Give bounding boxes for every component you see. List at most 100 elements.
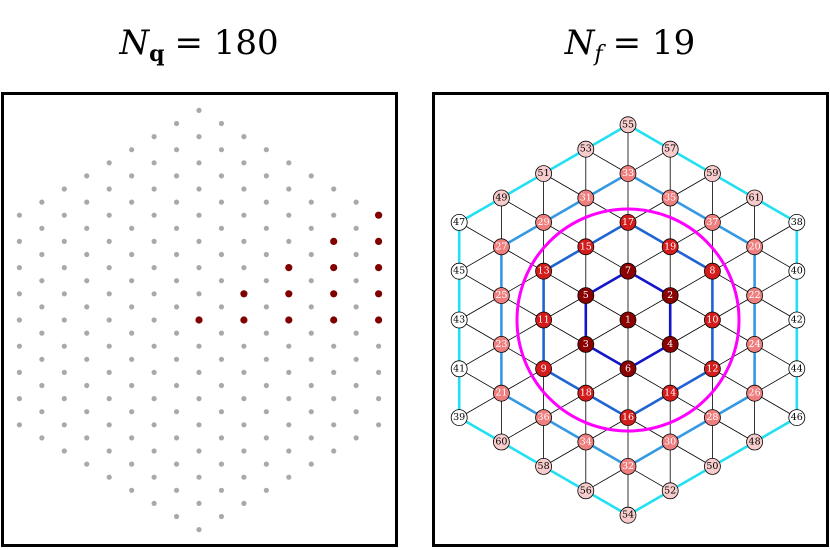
q-point xyxy=(263,356,269,362)
node-label: 55 xyxy=(622,119,634,130)
node-label: 28 xyxy=(706,412,718,423)
node-label: 11 xyxy=(538,315,550,326)
node-label: 1 xyxy=(625,315,631,326)
node-label: 42 xyxy=(791,315,803,326)
node-label: 3 xyxy=(583,339,589,350)
lattice-node xyxy=(492,238,510,256)
q-point xyxy=(263,487,269,493)
lattice-node xyxy=(746,238,763,256)
q-point xyxy=(129,382,135,389)
q-point xyxy=(241,160,247,166)
node-label: 4 xyxy=(667,339,673,350)
q-point xyxy=(106,186,112,192)
node-label: 5 xyxy=(583,290,589,301)
selected-point xyxy=(330,237,338,245)
q-point xyxy=(173,330,180,336)
selected-point xyxy=(330,264,338,272)
lattice-node xyxy=(450,213,468,231)
q-point xyxy=(151,134,157,140)
q-point xyxy=(353,278,359,284)
node-label: 57 xyxy=(664,144,676,155)
node-label: 13 xyxy=(538,266,550,277)
q-point xyxy=(218,278,225,284)
q-point xyxy=(308,382,314,389)
lattice-node xyxy=(619,311,637,329)
q-point xyxy=(196,134,202,140)
q-point xyxy=(263,330,269,336)
q-point xyxy=(196,291,202,297)
q-point xyxy=(106,343,112,349)
q-point xyxy=(196,396,202,402)
q-point xyxy=(308,199,314,205)
q-point xyxy=(286,186,292,192)
q-point xyxy=(218,173,225,179)
q-point xyxy=(376,422,382,428)
q-point xyxy=(331,369,337,375)
q-point xyxy=(263,251,269,258)
q-point xyxy=(308,409,314,415)
q-point xyxy=(196,369,202,375)
q-point xyxy=(173,382,180,389)
node-label: 39 xyxy=(453,412,465,423)
lattice-node xyxy=(535,311,552,329)
lattice-node xyxy=(788,360,806,378)
node-label: 36 xyxy=(538,412,550,423)
q-point xyxy=(331,343,337,349)
node-label: 17 xyxy=(622,217,634,228)
q-point xyxy=(61,212,67,218)
q-point xyxy=(106,160,112,166)
q-point xyxy=(129,173,135,179)
lattice-node xyxy=(535,360,552,378)
lattice-node xyxy=(788,409,806,427)
node-label: 16 xyxy=(622,412,634,423)
node-label: 34 xyxy=(580,437,592,448)
q-point xyxy=(151,186,157,192)
q-point xyxy=(196,422,202,428)
q-point xyxy=(353,435,359,441)
lattice-node xyxy=(661,384,679,402)
node-label: 51 xyxy=(538,168,550,179)
q-point xyxy=(61,291,67,297)
q-point xyxy=(263,199,269,205)
lattice-node xyxy=(450,262,468,280)
lattice-node xyxy=(619,360,637,378)
q-point xyxy=(106,396,112,402)
lattice-node xyxy=(788,213,806,231)
q-point xyxy=(16,343,22,349)
q-point xyxy=(308,356,314,362)
q-point xyxy=(173,304,180,310)
q-point xyxy=(218,251,225,258)
q-point xyxy=(286,448,292,454)
q-point xyxy=(39,225,45,231)
q-point xyxy=(308,304,314,310)
node-label: 8 xyxy=(709,266,715,277)
q-point xyxy=(241,474,247,480)
q-point xyxy=(308,435,314,441)
q-point xyxy=(308,173,314,179)
lattice-node xyxy=(492,433,510,451)
q-point xyxy=(16,212,22,218)
title-subscript: f xyxy=(593,42,607,67)
selected-point xyxy=(285,290,293,298)
q-point xyxy=(106,448,112,454)
q-point xyxy=(218,356,225,362)
q-point xyxy=(39,251,45,258)
q-point xyxy=(16,317,22,323)
lattice-node xyxy=(577,482,595,500)
q-point xyxy=(151,369,157,375)
q-point xyxy=(151,265,157,271)
lattice-node xyxy=(661,335,679,353)
q-point xyxy=(353,356,359,362)
lattice-node xyxy=(619,262,637,280)
q-point xyxy=(129,147,135,153)
q-point xyxy=(173,487,180,493)
node-label: 7 xyxy=(625,266,631,277)
q-point xyxy=(106,212,112,218)
node-label: 54 xyxy=(622,510,634,521)
q-point xyxy=(151,291,157,297)
lattice-node xyxy=(661,482,679,500)
node-label: 60 xyxy=(495,437,507,448)
lattice-node xyxy=(535,409,552,427)
q-point xyxy=(218,304,225,310)
q-point xyxy=(151,396,157,402)
